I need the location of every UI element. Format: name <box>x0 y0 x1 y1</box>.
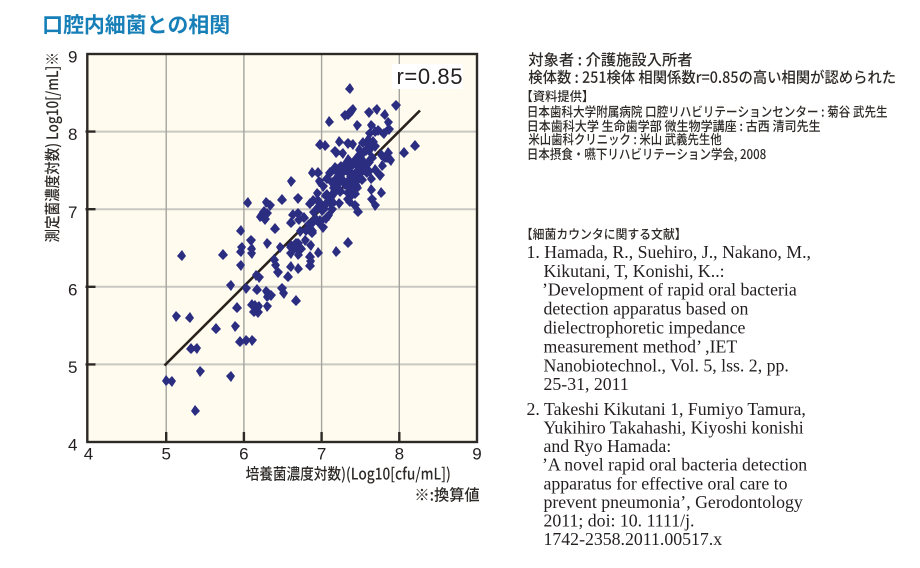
svg-text:’Development of rapid oral bac: ’Development of rapid oral bacteria <box>542 280 797 300</box>
svg-text:4: 4 <box>84 445 93 464</box>
svg-text:25-31, 2011: 25-31, 2011 <box>544 374 629 394</box>
svg-text:Kikutani, T, Konishi, K..:: Kikutani, T, Konishi, K..: <box>544 261 725 281</box>
svg-text:5: 5 <box>161 445 170 464</box>
svg-text:Yukihiro Takahashi, Kiyoshi ko: Yukihiro Takahashi, Kiyoshi konishi <box>544 418 804 438</box>
svg-text:5: 5 <box>68 358 77 377</box>
svg-text:7: 7 <box>68 203 77 222</box>
svg-text:9: 9 <box>68 48 77 67</box>
svg-text:’A novel rapid oral bacteria d: ’A novel rapid oral bacteria detection <box>542 455 807 475</box>
svg-text:8: 8 <box>68 125 77 144</box>
svg-text:9: 9 <box>472 445 481 464</box>
svg-text:7: 7 <box>317 445 326 464</box>
svg-text:2011; doi: 10. 1111/j.: 2011; doi: 10. 1111/j. <box>544 511 695 531</box>
svg-text:prevent pneumonia’, Gerodontol: prevent pneumonia’, Gerodontology <box>544 492 803 512</box>
svg-text:8: 8 <box>395 445 404 464</box>
svg-text:and Ryo Hamada:: and Ryo Hamada: <box>544 436 672 456</box>
svg-text:apparatus for effective oral c: apparatus for effective oral care to <box>544 473 788 493</box>
svg-text:4: 4 <box>68 436 77 455</box>
svg-text:dielectrophoretic impedance: dielectrophoretic impedance <box>544 318 746 338</box>
svg-text:measurement method’ ,IET: measurement method’ ,IET <box>544 336 738 356</box>
svg-text:Nanobiotechnol., Vol. 5, lss.: Nanobiotechnol., Vol. 5, lss. 2, pp. <box>544 355 789 375</box>
svg-text:6: 6 <box>68 280 77 299</box>
svg-text:6: 6 <box>239 445 248 464</box>
svg-text:detection apparatus based on: detection apparatus based on <box>544 299 749 319</box>
svg-text:1742-2358.2011.00517.x: 1742-2358.2011.00517.x <box>544 529 723 549</box>
svg-text:1. Hamada, R., Suehiro, J., Na: 1. Hamada, R., Suehiro, J., Nakano, M., <box>527 242 811 262</box>
svg-text:2. Takeshi Kikutani 1, Fumiyo: 2. Takeshi Kikutani 1, Fumiyo Tamura, <box>527 399 806 419</box>
svg-text:r=0.85: r=0.85 <box>397 64 464 89</box>
